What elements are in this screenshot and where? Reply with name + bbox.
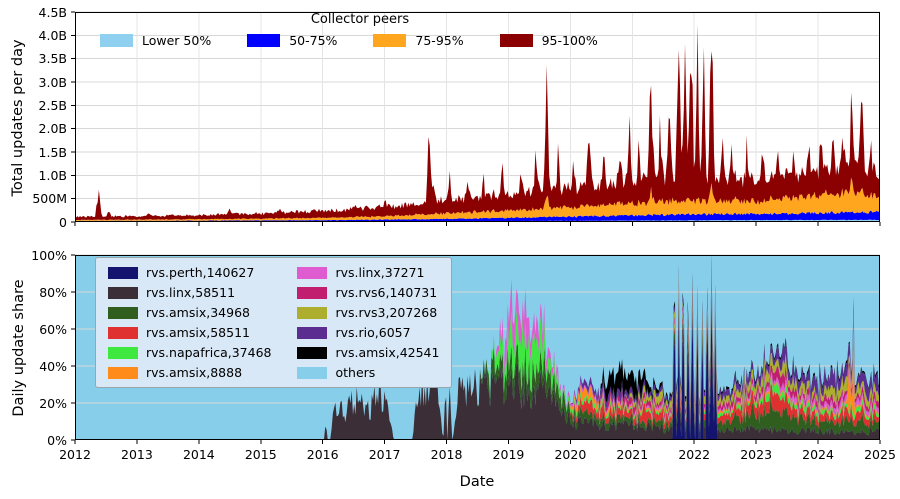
legend-label: 50-75% — [289, 33, 338, 48]
x-tick-label: 2020 — [554, 447, 587, 462]
legend-swatch-lower-50 — [100, 34, 133, 47]
y-tick-label: 2.0B — [38, 121, 67, 137]
y-tick-label: 3.0B — [38, 74, 67, 90]
collector-peers-legend: Collector peers Lower 50% 50-75% 75-95% 95-… — [100, 12, 620, 48]
x-tick-label: 2013 — [121, 447, 153, 462]
x-tick-label: 2019 — [492, 447, 525, 462]
legend-swatch-rvs-rvs6-140731 — [297, 286, 328, 299]
legend-label: rvs.linx,58511 — [146, 285, 236, 300]
legend-label: rvs.linx,37271 — [335, 265, 425, 280]
peers-legend: rvs.perth,140627 rvs.linx,58511 rvs.amsix,… — [95, 257, 453, 388]
y-tick-label: 1.0B — [38, 167, 67, 183]
legend-item-rvs-amsix-34968: rvs.amsix,34968 — [108, 305, 271, 320]
area-75-95 — [75, 177, 880, 222]
legend-swatch-rvs-linx-58511 — [108, 286, 138, 299]
x-tick-label: 2017 — [368, 447, 401, 462]
legend-label: 75-95% — [415, 33, 464, 48]
legend-item-rvs-rvs3-207268: rvs.rvs3,207268 — [297, 305, 439, 320]
legend-item-rvs-rvs6-140731: rvs.rvs6,140731 — [297, 285, 439, 300]
y-tick-label: 100% — [31, 247, 67, 263]
y-tick-label: 1.5B — [38, 144, 67, 160]
x-tick-label: 2014 — [182, 447, 215, 462]
legend-item-95-100: 95-100% — [499, 33, 598, 48]
legend-swatch-rvs-napafrica-37468 — [108, 346, 138, 359]
y-tick-label: 40% — [39, 358, 67, 374]
legend-item-75-95: 75-95% — [373, 33, 464, 48]
x-tick-label: 2021 — [616, 447, 649, 462]
legend-swatch-rvs-perth-140627 — [108, 266, 138, 279]
y-tick-label: 4.5B — [38, 4, 67, 20]
x-tick-label: 2012 — [59, 447, 91, 462]
legend-label: rvs.perth,140627 — [146, 265, 255, 280]
y-tick-label: 80% — [39, 284, 67, 300]
area-rvs-linx-58511 — [75, 292, 880, 440]
x-tick-label: 2022 — [678, 447, 711, 462]
x-tick-label: 2015 — [244, 447, 277, 462]
legend-swatch-others — [297, 366, 328, 379]
area-95-100 — [75, 24, 880, 221]
x-tick-label: 2018 — [430, 447, 463, 462]
legend-item-rvs-linx-58511: rvs.linx,58511 — [108, 285, 271, 300]
legend-label: rvs.rvs3,207268 — [335, 305, 438, 320]
legend-label: rvs.amsix,58511 — [146, 325, 250, 340]
legend-swatch-rvs-amsix-58511 — [108, 326, 138, 339]
area-50-75 — [75, 210, 880, 222]
legend-swatch-rvs-amsix-8888 — [108, 366, 138, 379]
x-tick-label: 2016 — [306, 447, 339, 462]
x-tick-label: 2024 — [802, 447, 834, 462]
legend-swatch-95-100 — [499, 34, 533, 47]
legend-label: rvs.amsix,34968 — [146, 305, 250, 320]
legend-item-rvs-perth-140627: rvs.perth,140627 — [108, 265, 271, 280]
legend-swatch-rvs-amsix-34968 — [108, 306, 138, 319]
y-tick-label: 500M — [32, 191, 67, 207]
legend-label: rvs.rvs6,140731 — [335, 285, 438, 300]
top-chart — [71, 11, 881, 226]
plot-border — [75, 255, 880, 440]
x-tick-label: 2023 — [740, 447, 773, 462]
y-tick-label: 20% — [39, 395, 67, 411]
legend-swatch-50-75 — [247, 34, 281, 47]
legend-item-rvs-napafrica-37468: rvs.napafrica,37468 — [108, 345, 271, 360]
legend-item-rvs-amsix-42541: rvs.amsix,42541 — [297, 345, 439, 360]
area-rvs-amsix-34968 — [75, 282, 880, 440]
legend-swatch-rvs-rvs3-207268 — [297, 306, 328, 319]
legend-swatch-rvs-linx-37271 — [297, 266, 328, 279]
legend-label: others — [335, 365, 376, 380]
legend-swatch-75-95 — [373, 34, 407, 47]
collector-peers-legend-items: Lower 50% 50-75% 75-95% 95-100% — [100, 33, 620, 48]
legend-item-rvs-linx-37271: rvs.linx,37271 — [297, 265, 439, 280]
legend-item-lower-50: Lower 50% — [100, 33, 211, 48]
legend-label: rvs.rio,6057 — [335, 325, 411, 340]
legend-label: rvs.amsix,8888 — [146, 365, 243, 380]
legend-title: Collector peers — [310, 12, 410, 27]
legend-item-others: others — [297, 365, 439, 380]
legend-item-50-75: 50-75% — [247, 33, 337, 48]
legend-label: 95-100% — [541, 33, 598, 48]
y-tick-label: 0 — [59, 214, 67, 230]
legend-item-rvs-amsix-8888: rvs.amsix,8888 — [108, 365, 271, 380]
y-tick-label: 60% — [39, 321, 67, 337]
y-tick-label: 0% — [47, 432, 67, 448]
y-tick-label: 2.5B — [38, 97, 67, 113]
legend-swatch-rvs-amsix-42541 — [297, 346, 328, 359]
x-axis-label: Date — [459, 474, 495, 490]
y-tick-label: 3.5B — [38, 51, 67, 67]
legend-swatch-rvs-rio-6057 — [297, 326, 328, 339]
area-rvs-perth-140627 — [75, 302, 880, 440]
legend-item-rvs-rio-6057: rvs.rio,6057 — [297, 325, 439, 340]
plot-border — [75, 12, 880, 222]
legend-label: rvs.napafrica,37468 — [146, 345, 272, 360]
legend-label: rvs.amsix,42541 — [335, 345, 440, 360]
x-tick-label: 2025 — [864, 447, 896, 462]
legend-item-rvs-amsix-58511: rvs.amsix,58511 — [108, 325, 271, 340]
y-tick-label: 4.0B — [38, 27, 67, 43]
legend-label: Lower 50% — [142, 33, 212, 48]
